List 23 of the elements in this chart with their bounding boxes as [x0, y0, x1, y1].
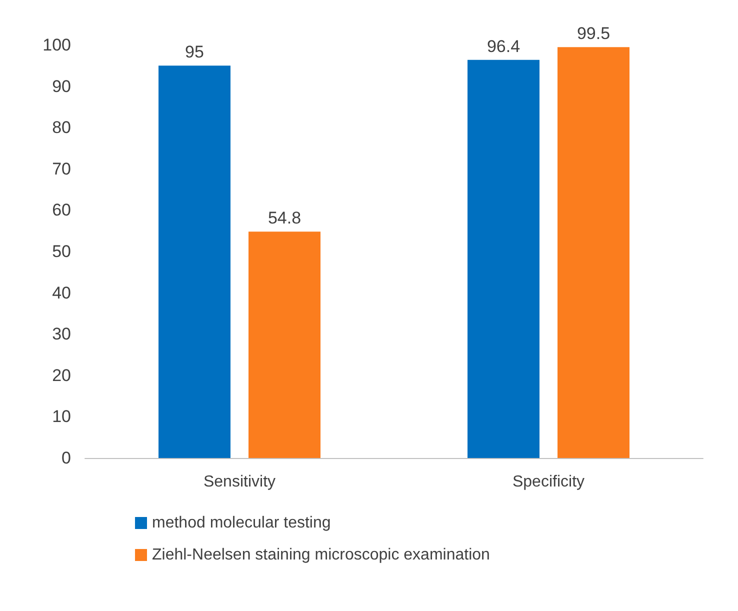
legend-label: method molecular testing [152, 514, 331, 532]
y-tick-label: 30 [52, 324, 71, 344]
legend-label: Ziehl-Neelsen staining microscopic examination [152, 546, 490, 564]
bar [468, 60, 540, 458]
y-tick-label: 0 [62, 448, 71, 468]
data-label: 96.4 [486, 36, 520, 56]
x-tick-label: Sensitivity [203, 474, 276, 490]
y-tick-label: 50 [52, 242, 71, 261]
bar [158, 66, 230, 458]
bar [558, 47, 630, 458]
y-tick-label: 80 [52, 118, 71, 138]
y-tick-label: 10 [52, 407, 71, 426]
bar [248, 232, 320, 458]
y-tick-label: 70 [52, 159, 71, 178]
data-label: 54.8 [268, 208, 302, 228]
x-tick-label: Specificity [512, 474, 585, 490]
y-tick-label: 60 [52, 200, 71, 220]
y-tick-label: 20 [52, 366, 71, 385]
data-label: 99.5 [576, 24, 610, 44]
data-label: 95 [185, 42, 204, 62]
y-tick-label: 100 [42, 36, 71, 54]
y-tick-label: 90 [52, 76, 71, 96]
y-tick-label: 40 [52, 283, 71, 302]
